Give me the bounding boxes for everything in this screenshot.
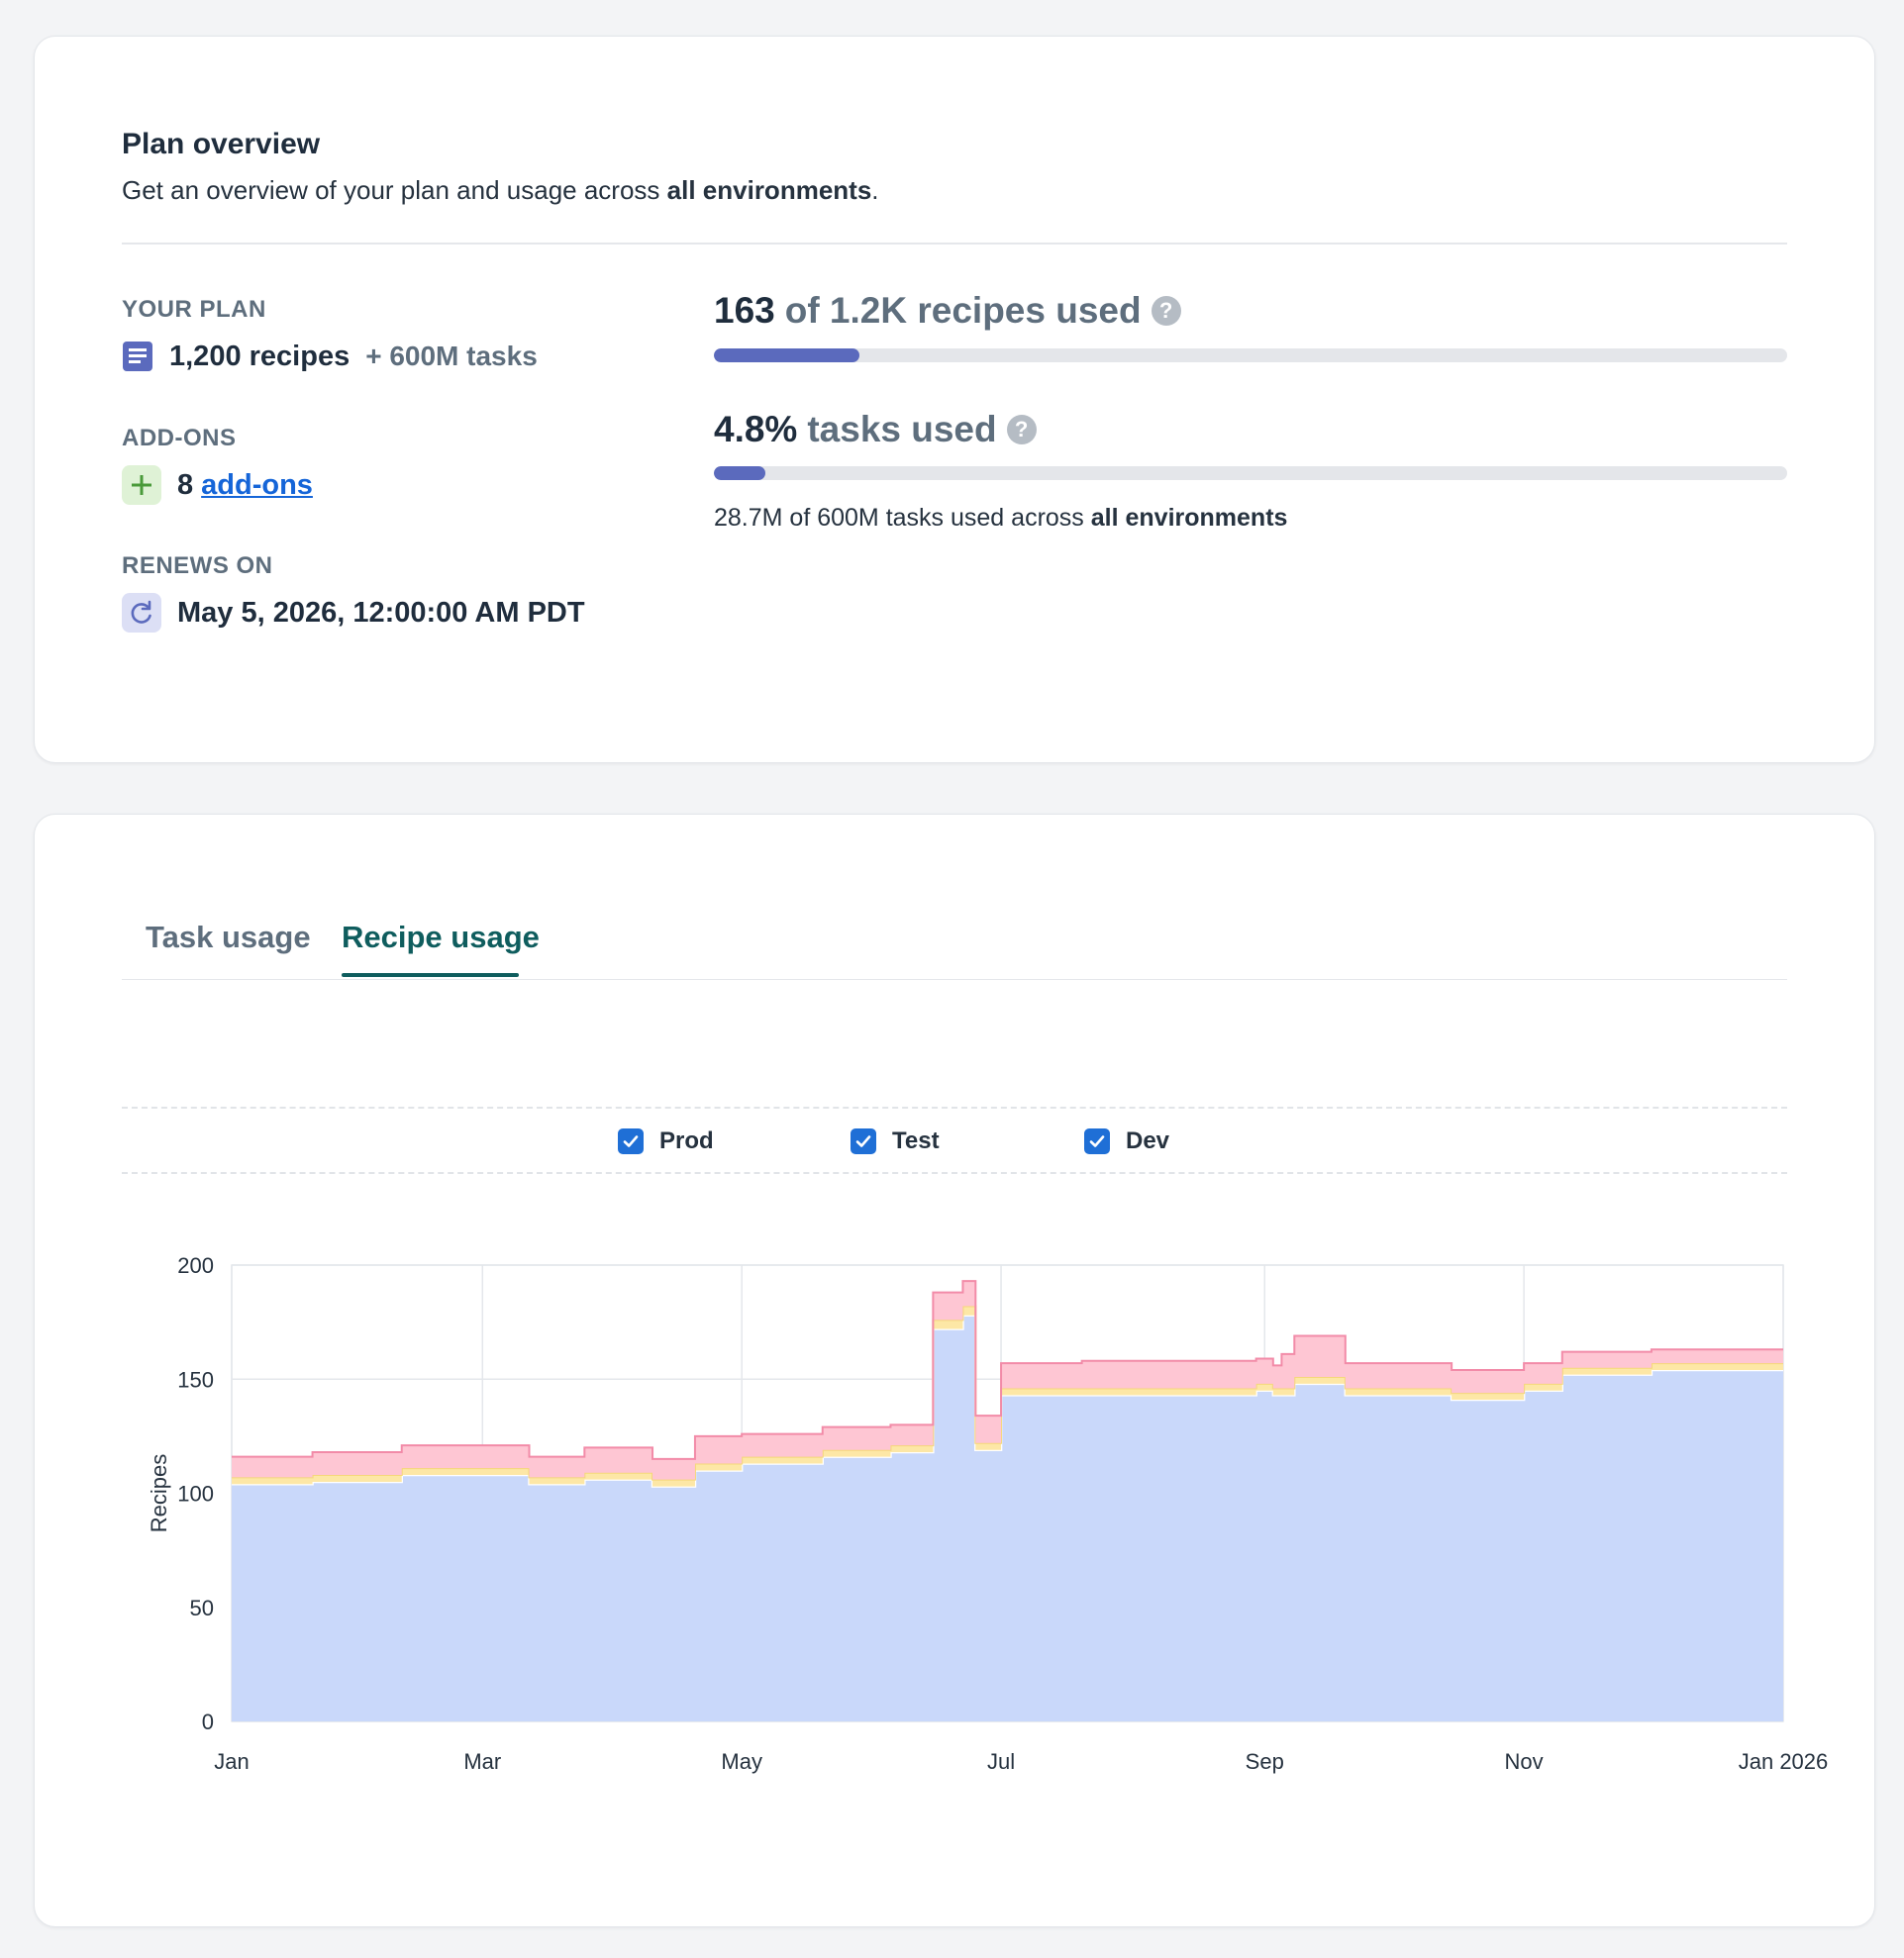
x-tick-label: Jul <box>987 1749 1015 1774</box>
subtitle-text: Get an overview of your plan and usage a… <box>122 175 667 205</box>
tasks-progress-fill <box>714 466 766 480</box>
recipe-usage-chart: Jan Mar May Jul Sep Nov Jan 2026 0 50 100 150 200 Re… <box>147 1253 1829 1774</box>
add-ons-value: 8 add-ons <box>122 465 313 505</box>
y-axis-label: Recipes <box>147 1454 171 1532</box>
y-tick-label: 150 <box>177 1367 214 1392</box>
recipes-used-number: 163 <box>714 290 775 331</box>
legend-top-divider <box>122 1107 1787 1109</box>
add-ons-text: 8 add-ons <box>177 469 313 502</box>
series-area-dev <box>232 1281 1783 1480</box>
tasks-used-stat: 4.8% tasks used ? <box>714 409 1037 450</box>
x-tick-label: May <box>721 1749 762 1774</box>
tasks-used-text: tasks used <box>807 409 997 449</box>
x-tick-label: Mar <box>463 1749 501 1774</box>
document-icon <box>122 337 153 376</box>
help-icon[interactable]: ? <box>1006 415 1037 444</box>
tasks-progress-bar <box>714 466 1787 480</box>
renews-on-label: RENEWS ON <box>122 552 273 579</box>
tabs-divider <box>122 979 1787 980</box>
tab-task-usage[interactable]: Task usage <box>146 920 311 954</box>
recipes-progress-bar <box>714 348 1787 362</box>
series-area-prod <box>232 1315 1783 1721</box>
y-tick-label: 0 <box>202 1710 214 1734</box>
section-divider <box>122 243 1787 245</box>
y-tick-label: 50 <box>190 1596 214 1620</box>
tasks-used-number: 4.8% <box>714 409 798 449</box>
tasks-caption-text: 28.7M of 600M tasks used across <box>714 504 1091 532</box>
legend-dev-label: Dev <box>1126 1127 1170 1154</box>
active-tab-indicator <box>342 973 519 977</box>
checkbox-checked-icon[interactable] <box>1084 1128 1110 1154</box>
checkbox-checked-icon[interactable] <box>618 1128 644 1154</box>
y-tick-label: 100 <box>177 1482 214 1507</box>
renewal-date: May 5, 2026, 12:00:00 AM PDT <box>177 596 585 629</box>
add-ons-link[interactable]: add-ons <box>201 468 313 501</box>
x-tick-label: Jan <box>214 1749 249 1774</box>
plan-tasks: + 600M tasks <box>365 341 538 371</box>
plus-icon <box>122 465 161 505</box>
add-ons-count: 8 <box>177 468 194 501</box>
x-tick-label: Jan 2026 <box>1739 1749 1829 1774</box>
x-tick-label: Nov <box>1505 1749 1544 1774</box>
plan-overview-title: Plan overview <box>122 128 321 160</box>
legend-dev[interactable]: Dev <box>1084 1127 1169 1155</box>
plan-recipes: 1,200 recipes <box>169 340 351 372</box>
renews-on-value: May 5, 2026, 12:00:00 AM PDT <box>122 593 585 633</box>
plan-overview-card: Plan overview Get an overview of your pl… <box>34 36 1875 763</box>
y-tick-label: 200 <box>177 1253 214 1278</box>
help-icon[interactable]: ? <box>1151 296 1181 326</box>
legend-test-label: Test <box>892 1127 940 1154</box>
plan-overview-subtitle: Get an overview of your plan and usage a… <box>122 175 879 206</box>
recipes-progress-fill <box>714 348 860 362</box>
legend-prod[interactable]: Prod <box>618 1127 714 1155</box>
tasks-caption: 28.7M of 600M tasks used across all envi… <box>714 504 1287 533</box>
series-line-dev <box>232 1280 1783 1460</box>
legend-prod-label: Prod <box>659 1127 714 1154</box>
your-plan-label: YOUR PLAN <box>122 296 266 323</box>
tasks-caption-bold: all environments <box>1090 504 1288 532</box>
legend-test[interactable]: Test <box>851 1127 940 1155</box>
recipes-used-text: of 1.2K recipes used <box>784 290 1142 331</box>
legend-bottom-divider <box>122 1172 1787 1174</box>
usage-card: Task usage Recipe usage Prod Test Dev Ja… <box>34 814 1875 1927</box>
x-tick-label: Sep <box>1246 1749 1284 1774</box>
series-area-test <box>232 1306 1783 1487</box>
tab-recipe-usage[interactable]: Recipe usage <box>342 920 540 954</box>
subtitle-bold-text: all environments <box>666 175 872 205</box>
refresh-icon <box>122 593 161 633</box>
checkbox-checked-icon[interactable] <box>851 1128 876 1154</box>
recipes-used-stat: 163 of 1.2K recipes used ? <box>714 290 1181 332</box>
add-ons-label: ADD-ONS <box>122 425 237 451</box>
subtitle-suffix: . <box>871 175 879 205</box>
your-plan-value: 1,200 recipes + 600M tasks <box>122 337 538 376</box>
